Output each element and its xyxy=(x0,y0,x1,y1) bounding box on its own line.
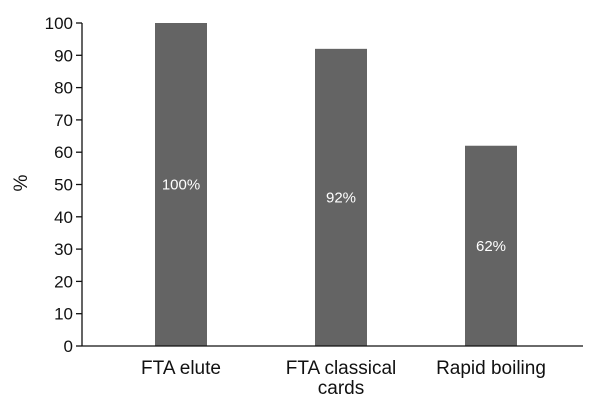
y-tick-label: 80 xyxy=(54,79,73,98)
y-axis: 0 10 20 30 40 50 60 70 80 90 100 xyxy=(45,14,83,356)
x-axis: FTA elute FTA classical cards Rapid boiling xyxy=(82,345,583,398)
y-tick-label: 10 xyxy=(54,305,73,324)
y-axis-label: % xyxy=(11,174,32,191)
y-tick-label: 0 xyxy=(64,337,73,356)
y-tick-label: 100 xyxy=(45,14,73,33)
y-tick-label: 90 xyxy=(54,46,73,65)
bar xyxy=(465,145,517,346)
y-tick-label: 30 xyxy=(54,240,73,259)
y-tick-label: 70 xyxy=(54,111,73,130)
x-category-label: FTA classical cards xyxy=(286,358,397,398)
y-tick-label: 20 xyxy=(54,272,73,291)
bar xyxy=(315,48,367,347)
bars: 100% 92% 62% xyxy=(155,23,517,347)
bar-data-label: 62% xyxy=(476,238,506,255)
x-category-label: FTA elute xyxy=(141,358,221,379)
y-tick-label: 50 xyxy=(54,176,73,195)
x-category-label: Rapid boiling xyxy=(436,358,546,379)
bar xyxy=(155,23,207,346)
y-tick-label: 60 xyxy=(54,143,73,162)
y-tick-label: 40 xyxy=(54,208,73,227)
bar-data-label: 100% xyxy=(162,177,200,194)
bar-data-label: 92% xyxy=(326,189,356,206)
